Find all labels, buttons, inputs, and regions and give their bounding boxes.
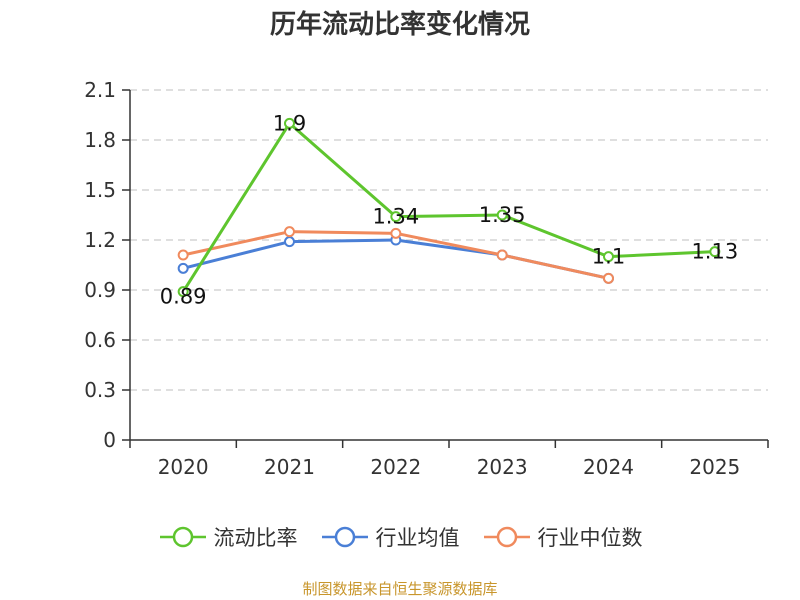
chart-title: 历年流动比率变化情况 [269,10,530,40]
legend-swatch-icon [483,526,530,548]
data-point [496,209,508,221]
legend-label: 行业均值 [375,526,460,550]
legend-item[interactable]: 行业均值 [320,522,460,552]
data-point [177,262,189,274]
data-point [709,246,721,258]
data-point [390,211,402,223]
data-label: 1.13 [691,240,738,264]
series-line [182,238,609,280]
data-point [603,251,614,263]
legend-item[interactable]: 流动比率 [158,522,298,552]
data-point [496,249,508,261]
data-point [284,236,295,248]
data-label: 1.1 [592,245,625,269]
y-tick-label: 1.5 [84,178,116,202]
y-tick-label: 0 [103,428,116,452]
y-tick-label: 1.8 [84,128,116,152]
y-tick-label: 2.1 [84,78,116,102]
data-point [603,272,614,284]
legend-item[interactable]: 行业中位数 [482,522,643,552]
data-label: 1.35 [479,203,526,227]
data-point [177,249,189,261]
data-label: 1.9 [273,111,306,135]
legend-label: 行业中位数 [537,526,643,550]
legend-swatch-icon [321,526,368,548]
x-tick-label: 2020 [158,455,209,479]
legend-swatch-icon [159,526,206,548]
source-note: 制图数据来自恒生聚源数据库 [302,580,498,598]
legend: 流动比率 行业均值 行业中位数 [0,520,800,554]
x-tick-label: 2025 [689,455,740,479]
y-tick-label: 0.3 [84,378,116,402]
data-point [284,226,295,238]
data-point [284,117,295,129]
data-point [390,227,402,239]
x-tick-label: 2022 [370,455,421,479]
data-label: 0.89 [160,285,207,309]
data-point [177,286,189,298]
y-tick-label: 0.6 [84,328,116,352]
x-tick-label: 2023 [477,455,528,479]
y-tick-label: 1.2 [84,228,116,252]
y-tick-label: 0.9 [84,278,116,302]
x-tick-label: 2024 [583,455,634,479]
data-label: 1.34 [372,205,419,229]
x-tick-label: 2021 [264,455,315,479]
series-line [181,121,715,293]
legend-label: 流动比率 [213,526,298,550]
